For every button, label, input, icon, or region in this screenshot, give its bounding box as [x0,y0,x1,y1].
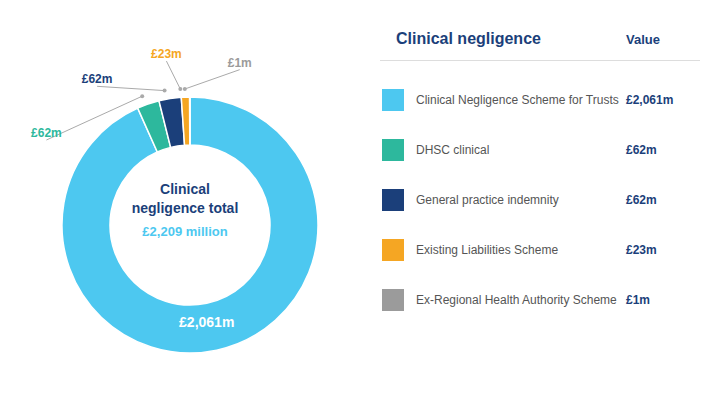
html-text:Value: Value [626,32,660,47]
html-text:£62m: £62m [626,143,657,157]
html-text:Ex-Regional Health Authority S: Ex-Regional Health Authority Scheme [416,293,617,307]
html-text:£2,209 million: £2,209 million [142,224,228,239]
html-text:£23m: £23m [626,243,657,257]
svg-text:£23m: £23m [151,47,182,61]
svg-text:£62m: £62m [82,72,113,86]
svg-text:£1m: £1m [228,56,252,70]
html-text:Clinical negligence: Clinical negligence [396,30,541,47]
html-text:£62m: £62m [626,193,657,207]
html-text:£1m: £1m [626,293,650,307]
html-text:Existing Liabilities Scheme: Existing Liabilities Scheme [416,243,559,257]
html-text:£2,061m: £2,061m [626,93,674,107]
html-text:Clinical Negligence Scheme for: Clinical Negligence Scheme for Trusts [416,93,619,107]
html-text:General practice indemnity: General practice indemnity [416,193,559,207]
html-text:DHSC clinical: DHSC clinical [416,143,490,157]
svg-text:£2,061m: £2,061m [179,314,234,330]
html-text:Clinical negligence total: Clinical negligence total [131,181,239,216]
svg-text:£62m: £62m [31,126,62,140]
